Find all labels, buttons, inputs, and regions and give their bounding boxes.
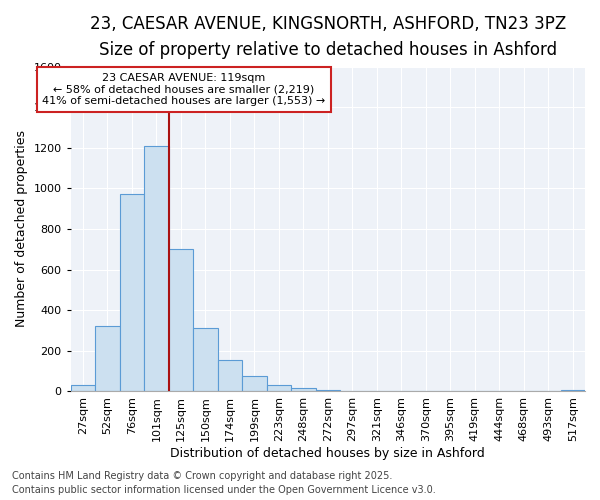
- Text: 23 CAESAR AVENUE: 119sqm
← 58% of detached houses are smaller (2,219)
41% of sem: 23 CAESAR AVENUE: 119sqm ← 58% of detach…: [42, 73, 325, 106]
- Title: 23, CAESAR AVENUE, KINGSNORTH, ASHFORD, TN23 3PZ
Size of property relative to de: 23, CAESAR AVENUE, KINGSNORTH, ASHFORD, …: [90, 15, 566, 60]
- Bar: [266, 386, 291, 392]
- Bar: [316, 390, 340, 392]
- Bar: [169, 250, 193, 392]
- Bar: [218, 360, 242, 392]
- Bar: [144, 146, 169, 392]
- X-axis label: Distribution of detached houses by size in Ashford: Distribution of detached houses by size …: [170, 447, 485, 460]
- Bar: [71, 386, 95, 392]
- Bar: [95, 326, 119, 392]
- Bar: [291, 388, 316, 392]
- Bar: [560, 390, 585, 392]
- Bar: [193, 328, 218, 392]
- Text: Contains HM Land Registry data © Crown copyright and database right 2025.
Contai: Contains HM Land Registry data © Crown c…: [12, 471, 436, 495]
- Bar: [242, 376, 266, 392]
- Bar: [119, 194, 144, 392]
- Y-axis label: Number of detached properties: Number of detached properties: [15, 130, 28, 328]
